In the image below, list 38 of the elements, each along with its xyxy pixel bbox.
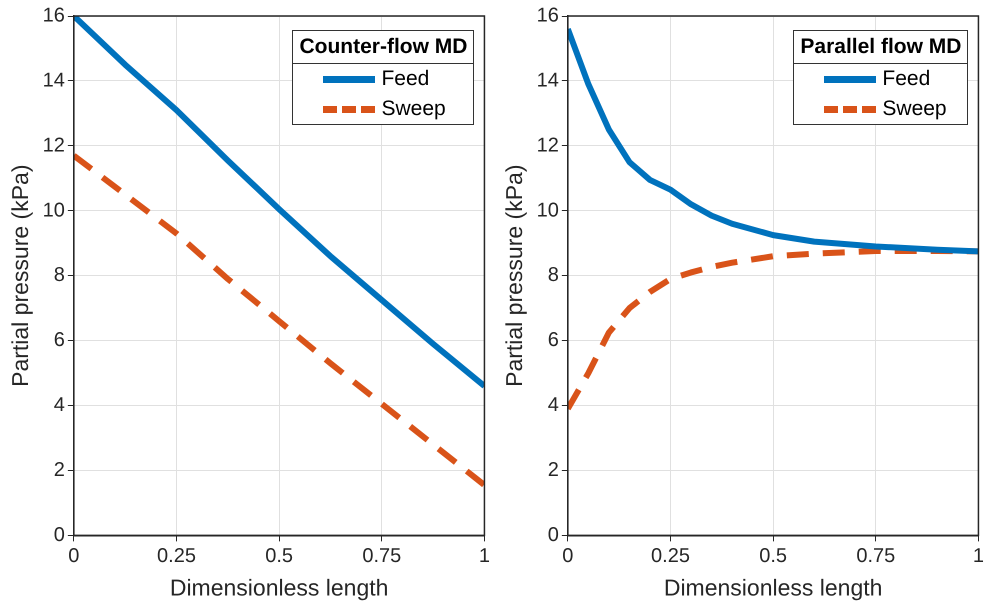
y-tick-label: 16 — [536, 4, 559, 27]
y-tick-label: 16 — [42, 4, 65, 27]
y-tick-label: 6 — [54, 329, 65, 352]
x-tick-label: 0.25 — [157, 544, 196, 567]
legend-label: Sweep — [882, 97, 947, 121]
y-tick-label: 12 — [536, 134, 559, 156]
y-tick-label: 14 — [42, 69, 65, 92]
x-axis-title: Dimensionless length — [170, 574, 388, 601]
y-axis-title: Partial pressure (kPa) — [7, 164, 34, 387]
y-tick-label: 0 — [54, 524, 65, 546]
y-axis-title: Partial pressure (kPa) — [501, 164, 528, 387]
y-tick-label: 14 — [536, 69, 559, 92]
y-tick-label: 10 — [42, 199, 65, 222]
x-tick-label: 0.75 — [362, 544, 402, 567]
legend-title: Counter-flow MD — [293, 31, 474, 64]
y-tick-label: 4 — [54, 394, 65, 416]
x-tick-label: 1 — [972, 544, 984, 567]
legend-label: Feed — [882, 67, 930, 91]
y-tick-label: 0 — [548, 524, 559, 546]
x-tick-label: 1 — [478, 544, 490, 567]
legend-title: Parallel flow MD — [794, 31, 968, 64]
y-tick-label: 10 — [536, 199, 559, 222]
x-tick-label: 0 — [68, 544, 80, 567]
y-tick-label: 12 — [42, 134, 65, 156]
y-tick-label: 4 — [548, 394, 559, 416]
y-tick-label: 2 — [54, 458, 65, 481]
x-tick-label: 0.5 — [265, 544, 294, 567]
x-tick-label: 0.25 — [651, 544, 690, 567]
legend-label: Feed — [381, 67, 430, 91]
x-tick-label: 0 — [562, 544, 574, 567]
y-tick-label: 2 — [548, 458, 559, 481]
legend-label: Sweep — [381, 97, 446, 121]
x-axis-title: Dimensionless length — [664, 574, 882, 601]
y-tick-label: 8 — [548, 264, 559, 286]
x-tick-label: 0.75 — [856, 544, 896, 567]
x-tick-label: 0.5 — [759, 544, 788, 567]
y-tick-label: 6 — [548, 329, 559, 352]
y-tick-label: 8 — [54, 264, 65, 286]
